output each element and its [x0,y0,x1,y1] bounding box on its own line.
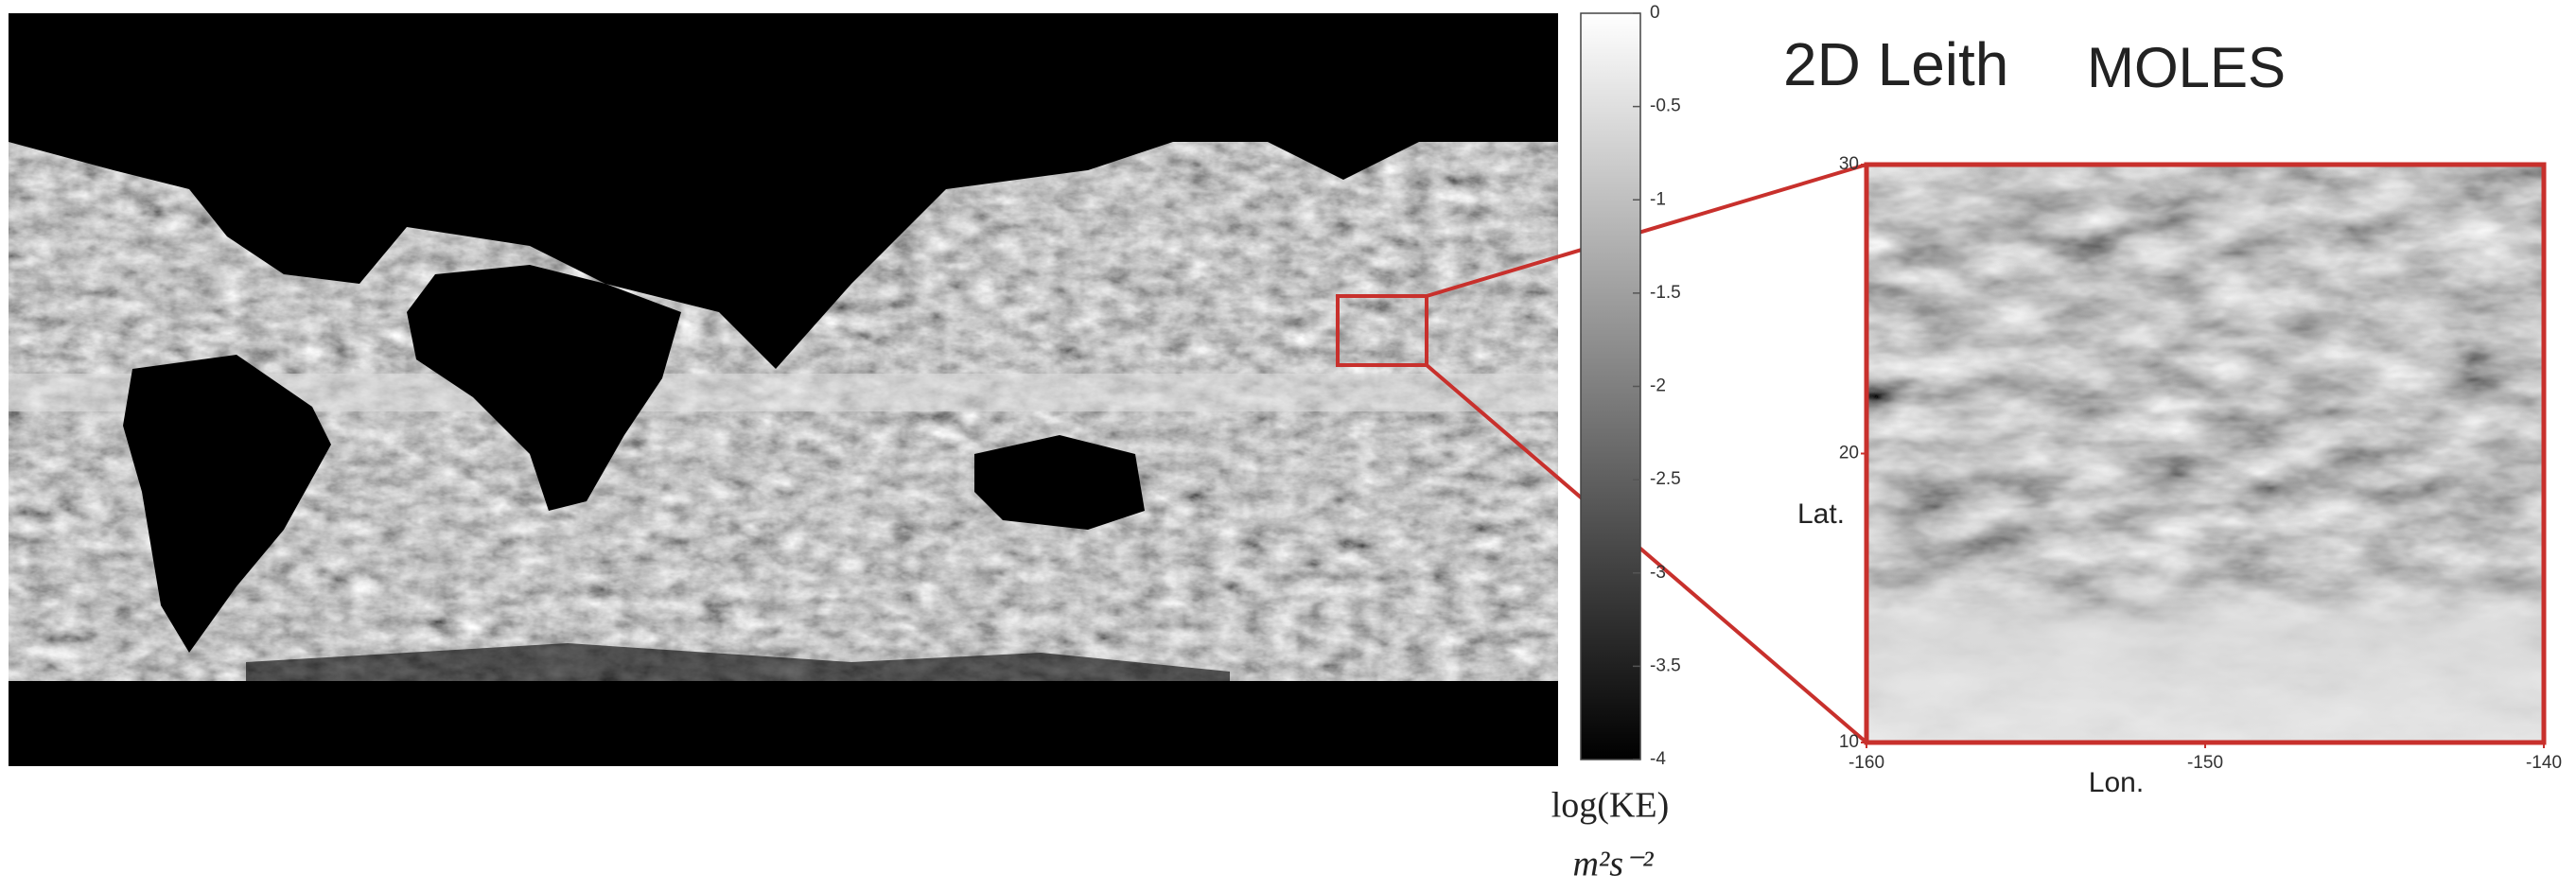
colorbar-tick-label: -1.5 [1650,283,1681,303]
colorbar-tick-label: -4 [1650,749,1666,769]
colorbar-tick-label: -2.5 [1650,469,1681,489]
colorbar [1581,13,1640,760]
y-axis-label: Lat. [1797,498,1845,530]
colorbar-tick-label: -3.5 [1650,655,1681,675]
colorbar-tick-label: -2 [1650,376,1666,396]
x-axis-label: Lon. [2089,767,2144,798]
x-tick-label: -140 [2526,753,2562,773]
colorbar-tick-label: -0.5 [1650,96,1681,116]
inset-panel [1866,165,2544,742]
y-tick-label: 10 [1839,732,1859,752]
x-tick-label: -150 [2187,753,2223,773]
colorbar-tick-label: -3 [1650,563,1666,583]
colorbar-tick-label: 0 [1650,3,1660,23]
inset-title: 2D Leith [1783,30,2008,98]
colorbar-tick-label: -1 [1650,189,1666,209]
x-tick-label: -160 [1849,753,1884,773]
y-tick-label: 20 [1839,444,1859,463]
world-map [9,13,1558,766]
y-tick-label: 30 [1839,154,1859,174]
model-name: MOLES [2087,36,2286,99]
colorbar-units: m²s⁻² [1572,845,1654,884]
colorbar-label: log(KE) [1551,786,1670,826]
figure: log(KE) m²s⁻² 2D Leith MOLES Lat. Lon. 0… [0,0,2576,891]
